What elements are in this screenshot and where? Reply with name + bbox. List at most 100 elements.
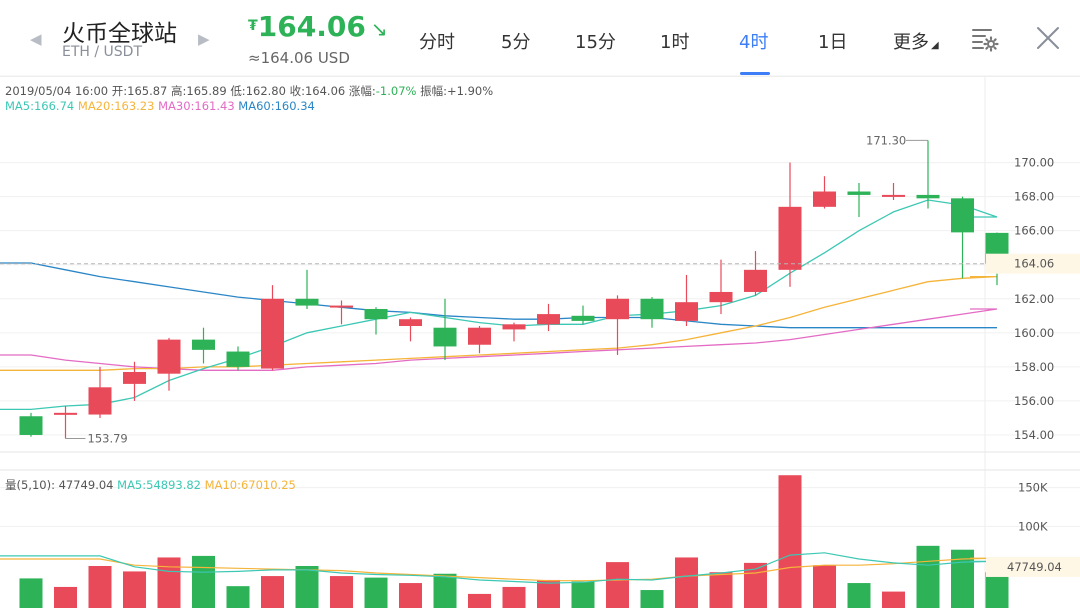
volume-bar xyxy=(640,590,664,608)
tab-more[interactable]: 更多 ◢ xyxy=(893,28,939,54)
volume-ma5-line xyxy=(0,552,998,584)
volume-bar xyxy=(571,581,595,608)
volume-bar xyxy=(88,565,112,608)
info-amplitude: +1.90% xyxy=(446,84,494,98)
candle-body xyxy=(778,206,802,270)
ma60-line xyxy=(0,262,997,329)
volume-bar xyxy=(916,545,940,608)
candle-body xyxy=(157,339,181,374)
volume-bar xyxy=(882,591,905,608)
candle-body xyxy=(468,327,491,345)
ma-legend: MA5:166.74 MA20:163.23 MA30:161.43 MA60:… xyxy=(5,99,315,113)
volume-bar xyxy=(123,571,146,608)
tab-1h[interactable]: 1时 xyxy=(660,32,690,53)
ma5-line xyxy=(0,199,998,411)
trading-pair: ETH / USDT xyxy=(62,44,143,60)
volume-bar xyxy=(951,549,974,608)
candle-body xyxy=(813,191,836,207)
price-usd: ≈164.06 USD xyxy=(248,49,350,67)
volume-bar xyxy=(537,579,560,608)
current-price-tag: 164.06 xyxy=(1014,257,1054,271)
volume-ma5-legend: MA5:54893.82 xyxy=(117,478,201,492)
candle-body xyxy=(399,319,422,327)
candle-body xyxy=(606,298,629,320)
volume-bar xyxy=(502,586,526,608)
candle-body xyxy=(295,298,319,306)
info-high: 165.89 xyxy=(186,84,227,98)
price-tick-label: 166.00 xyxy=(1014,224,1054,238)
info-close: 164.06 xyxy=(304,84,346,98)
candle-body xyxy=(261,298,284,369)
volume-bar xyxy=(226,586,250,608)
volume-bar xyxy=(192,555,215,608)
info-open: 165.87 xyxy=(127,84,168,98)
ma20-legend: MA20:163.23 xyxy=(77,99,155,113)
candle-body xyxy=(123,371,146,384)
close-icon[interactable] xyxy=(1036,26,1060,50)
candle-body xyxy=(537,314,560,325)
candle-body xyxy=(916,194,940,199)
volume-bar xyxy=(295,565,319,608)
volume-bar xyxy=(433,573,457,608)
volume-ma10-line xyxy=(0,557,998,582)
volume-bar xyxy=(606,562,629,608)
volume-bar xyxy=(399,583,422,608)
candle-body xyxy=(433,327,457,347)
candle-body xyxy=(882,194,905,197)
volume-bar xyxy=(675,557,698,608)
volume-bar xyxy=(364,577,388,608)
chevron-left-icon[interactable]: ◀ xyxy=(30,30,42,48)
price-tick-label: 158.00 xyxy=(1014,360,1054,374)
volume-bar xyxy=(261,576,284,608)
settings-icon[interactable] xyxy=(970,24,1000,54)
down-trend-arrow-icon: ↘ xyxy=(370,17,388,41)
volume-bar xyxy=(985,572,1009,608)
info-close-label: 收: xyxy=(289,84,305,98)
tab-5min[interactable]: 5分 xyxy=(501,32,531,53)
price-value: 164.06 xyxy=(257,10,366,43)
volume-tick-label: 100K xyxy=(1018,519,1048,533)
volume-bar xyxy=(847,583,871,608)
candle-body xyxy=(847,191,871,195)
info-change: -1.07% xyxy=(375,84,417,98)
current-volume-tag-bg xyxy=(986,556,1080,577)
info-low: 162.80 xyxy=(245,84,286,98)
info-high-label: 高: xyxy=(171,84,187,98)
tab-timeline[interactable]: 分时 xyxy=(419,32,455,53)
volume-bar xyxy=(54,586,77,608)
volume-bar xyxy=(744,562,767,608)
tether-currency-icon: ₮ xyxy=(248,18,258,34)
candle-body xyxy=(744,269,767,292)
ma30-legend: MA30:161.43 xyxy=(158,99,235,113)
caret-down-icon: ◢ xyxy=(931,40,939,51)
chevron-right-icon[interactable]: ▶ xyxy=(198,30,210,48)
min-price-annotation: 153.79 xyxy=(88,432,128,446)
exchange-title: 火币全球站 xyxy=(62,21,177,47)
info-datetime: 2019/05/04 16:00 xyxy=(5,84,109,98)
candle-body xyxy=(19,416,43,435)
tab-more-label: 更多 xyxy=(893,32,929,53)
price-tick-label: 156.00 xyxy=(1014,394,1054,408)
info-change-label: 涨幅: xyxy=(348,84,376,98)
candle-body xyxy=(951,198,974,233)
candle-body xyxy=(330,305,353,308)
volume-legend: 量(5,10): 47749.04 MA5:54893.82 MA10:6701… xyxy=(5,477,296,493)
candle-body xyxy=(54,412,77,415)
candle-body xyxy=(502,324,526,330)
volume-ma10-legend: MA10:67010.25 xyxy=(204,478,296,492)
active-tab-indicator xyxy=(740,72,770,75)
current-volume-tag: 47749.04 xyxy=(1007,560,1062,574)
price-tick-label: 168.00 xyxy=(1014,190,1054,204)
price-tick-label: 170.00 xyxy=(1014,156,1054,170)
current-price-tag-bg xyxy=(986,253,1080,274)
candle-body xyxy=(364,308,388,320)
tab-1d[interactable]: 1日 xyxy=(818,32,848,53)
info-open-label: 开: xyxy=(111,84,128,98)
max-price-annotation: 171.30 xyxy=(866,133,906,147)
candle-body xyxy=(675,302,698,321)
ma5-legend: MA5:166.74 xyxy=(5,99,75,113)
tab-4h[interactable]: 4时 xyxy=(739,32,769,53)
candle-body xyxy=(571,315,595,321)
tab-15min[interactable]: 15分 xyxy=(575,32,616,53)
